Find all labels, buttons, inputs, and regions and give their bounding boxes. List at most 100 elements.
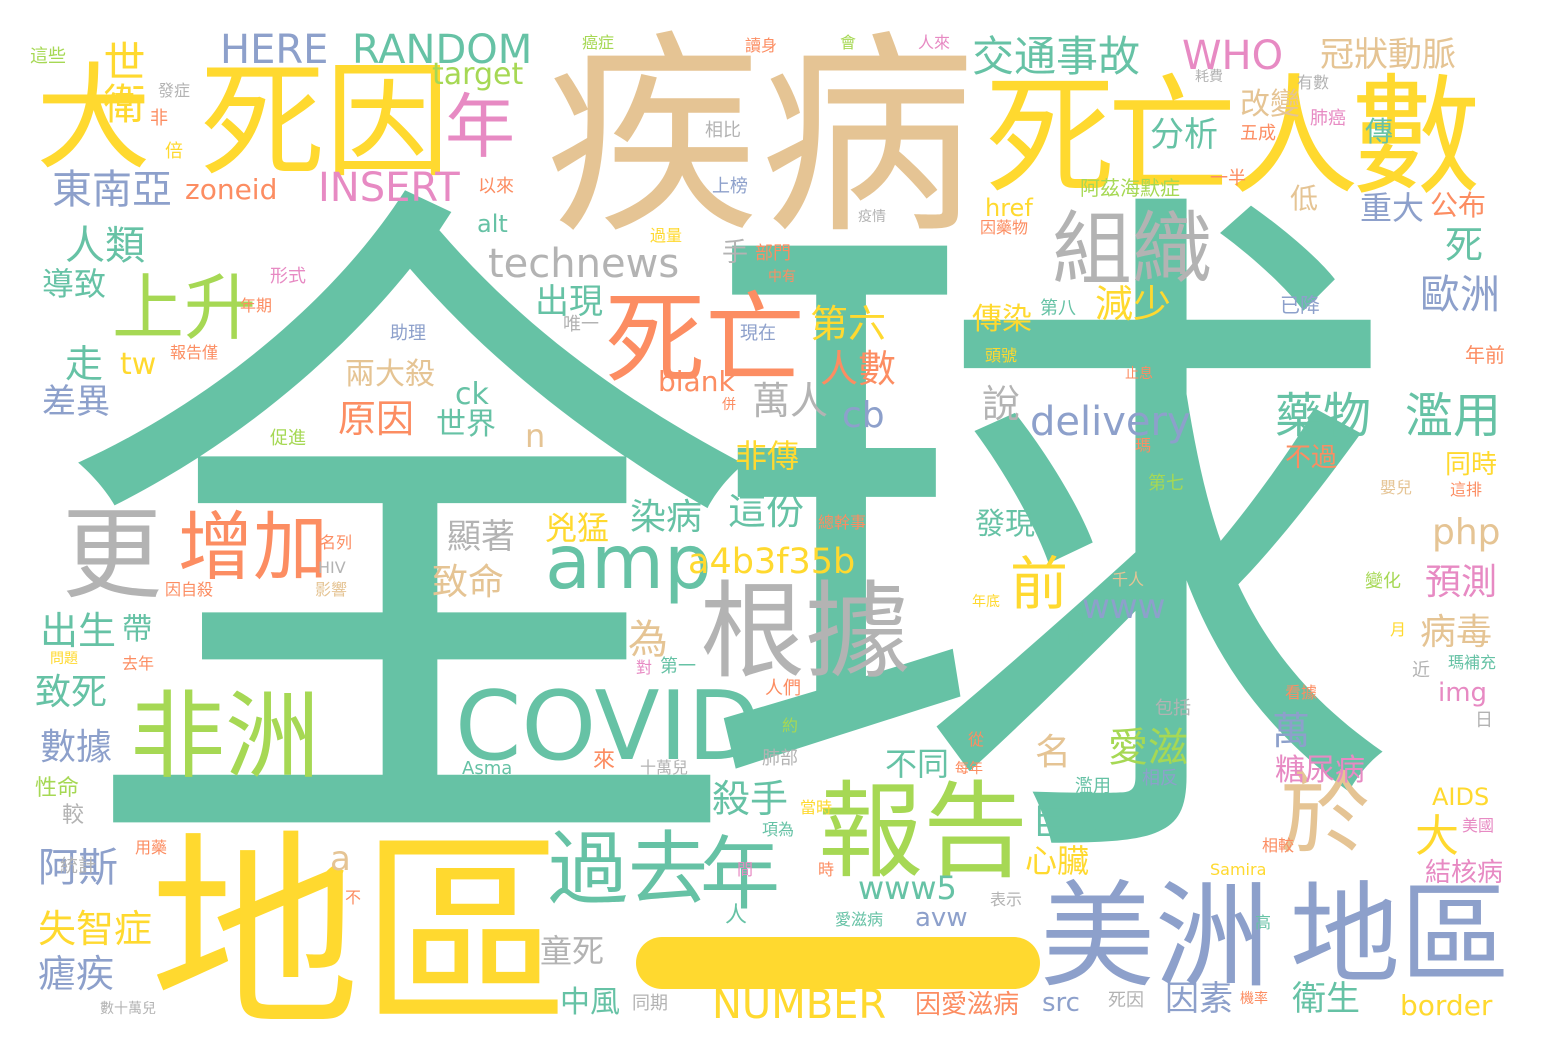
word-meiguo: 美國 xyxy=(1462,816,1495,835)
word-yinger: 嬰兒 xyxy=(1380,478,1413,497)
word-da: 大 xyxy=(36,52,152,186)
word-ri: 日 xyxy=(1475,710,1493,731)
word-fei: 非 xyxy=(150,108,168,129)
word-weiyi: 唯一 xyxy=(563,314,599,335)
word-jin: 近 xyxy=(1412,660,1430,681)
word-xianzai: 現在 xyxy=(740,323,776,344)
word-faxian: 發現 xyxy=(975,507,1035,542)
word-cong: 從 xyxy=(968,730,985,749)
word-asi: 阿斯 xyxy=(38,845,118,891)
word-aizheng: 癌症 xyxy=(582,33,615,52)
word-aizibing: 愛滋病 xyxy=(835,910,884,929)
word-img: img xyxy=(1438,678,1488,708)
word-feichuan: 非傳 xyxy=(735,437,800,475)
word-yuce: 預測 xyxy=(1425,562,1498,603)
word-zoneid: zoneid xyxy=(185,173,278,206)
word-liangdasha: 兩大殺 xyxy=(345,357,435,392)
word-wanren: 萬人 xyxy=(752,379,829,423)
word-nianqian: 年前 xyxy=(1465,343,1505,367)
word-renlei: 人類 xyxy=(65,223,145,269)
word-ren: 人 xyxy=(725,903,748,928)
word-tongshi: 同時 xyxy=(1445,450,1498,480)
word-tangniaobing: 糖尿病 xyxy=(1275,753,1365,788)
word-gao: 高 xyxy=(1255,913,1272,932)
word-xinzang: 心臟 xyxy=(1025,842,1090,880)
word-aizihaimozheng: 阿茲海默症 xyxy=(1080,176,1180,200)
word-yiban: 一半 xyxy=(1210,168,1246,189)
word-www: www xyxy=(1082,587,1166,627)
word-touhao: 頭號 xyxy=(985,346,1018,365)
word-dui: 對 xyxy=(636,658,653,677)
word-bing: 併 xyxy=(722,397,736,413)
word-nian-pink: 年 xyxy=(445,86,515,168)
word-qianren: 千人 xyxy=(1112,570,1145,589)
word-meinian: 每年 xyxy=(955,761,983,777)
word-zhuli: 助理 xyxy=(390,323,426,344)
word-zhexie: 這些 xyxy=(30,46,66,67)
word-aizi: 愛滋 xyxy=(1108,725,1188,771)
word-baogaojin: 報告僅 xyxy=(170,343,219,362)
word-meizhou: 美洲 xyxy=(1040,870,1271,1004)
word-bingdu: 病毒 xyxy=(1420,612,1493,653)
word-zhepai: 這排 xyxy=(1450,480,1483,499)
word-qian: 前 xyxy=(1010,550,1069,618)
word-buguo: 不過 xyxy=(1285,443,1338,473)
word-siwang: 死亡 xyxy=(605,281,805,398)
word-diliu: 第六 xyxy=(810,302,887,346)
word-samira: Samira xyxy=(1210,860,1267,879)
word-mabuchong: 瑪補充 xyxy=(1448,653,1497,672)
word-shangbang: 上榜 xyxy=(712,176,748,197)
word-nueji: 瘧疾 xyxy=(38,952,115,996)
word-dash-bar xyxy=(636,937,1040,989)
word-zhongfeng: 中風 xyxy=(560,985,620,1020)
word-here: HERE xyxy=(220,27,329,73)
word-jilv: 機率 xyxy=(1240,991,1268,1007)
word-amp: amp xyxy=(545,518,712,606)
word-lai: 來 xyxy=(593,748,616,773)
word-fenxi: 分析 xyxy=(1150,115,1218,155)
word-shishiwaner: 數十萬兒 xyxy=(100,1001,156,1017)
word-xianzhu: 顯著 xyxy=(447,517,515,557)
word-zhongyou: 中有 xyxy=(768,269,796,285)
word-diqu-large: 地區 xyxy=(150,812,571,1052)
word-hiv: HIV xyxy=(318,558,346,577)
word-yue-small: 約 xyxy=(782,716,799,735)
word-xiangjiao: 相較 xyxy=(1262,836,1295,855)
word-guoqu: 過去 xyxy=(548,823,708,916)
word-feizhou: 非洲 xyxy=(130,682,321,792)
word-dangshi: 當時 xyxy=(800,798,833,817)
word-zhiming: 致命 xyxy=(432,562,505,603)
word-yijiang: 已降 xyxy=(1280,293,1320,317)
word-tw: tw xyxy=(120,347,157,382)
word-haofei: 耗費 xyxy=(1195,69,1223,85)
word-ck: ck xyxy=(455,377,489,412)
word-xiangfan: 相反 xyxy=(1142,768,1178,789)
word-chuanran: 傳染 xyxy=(972,302,1032,337)
word-href: href xyxy=(985,194,1033,222)
word-jibing: 疾病 xyxy=(545,12,975,263)
word-renlai: 人來 xyxy=(918,33,951,52)
word-ranbing: 染病 xyxy=(630,497,703,538)
word-minglie: 名列 xyxy=(320,533,353,552)
word-random: RANDOM xyxy=(352,27,533,73)
word-target: target xyxy=(432,57,524,92)
word-bei: 倍 xyxy=(165,141,183,162)
word-yinyaowu: 因藥物 xyxy=(980,218,1029,237)
word-diqi: 第七 xyxy=(1148,473,1184,494)
word-quanqiu: 全球 xyxy=(60,137,1400,952)
word-tongsi: 童死 xyxy=(540,932,605,970)
word-guanzhuang: 冠狀動脈 xyxy=(1320,35,1456,75)
word-niandi: 年底 xyxy=(972,594,1000,610)
word-chuan: 傳 xyxy=(1365,115,1394,148)
word-cujin: 促進 xyxy=(270,428,306,449)
word-a: a xyxy=(330,839,351,879)
word-diba: 第八 xyxy=(1040,298,1076,319)
word-yinaizibing: 因愛滋病 xyxy=(915,990,1020,1020)
word-nianqi: 年期 xyxy=(240,296,273,315)
word-jiaotongshigu: 交通事故 xyxy=(972,32,1141,81)
word-zuzhi: 組織 xyxy=(1052,203,1212,296)
word-si: 死 xyxy=(1445,223,1484,267)
word-zhixi: 止息 xyxy=(1125,366,1153,382)
word-xingshi: 形式 xyxy=(270,266,306,287)
